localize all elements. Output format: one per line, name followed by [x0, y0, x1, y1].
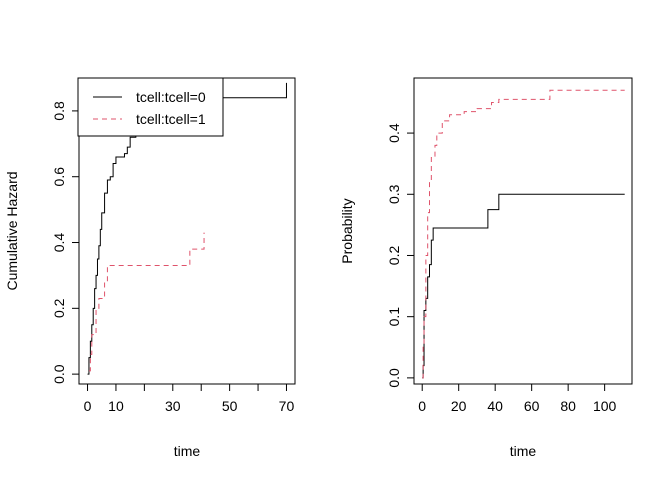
x-tick-label: 60 — [524, 398, 540, 414]
x-tick-label: 50 — [222, 398, 238, 414]
y-tick-label: 0.4 — [386, 123, 402, 143]
y-tick-label: 0.3 — [386, 184, 402, 204]
x-axis-label: time — [174, 443, 201, 459]
y-tick-label: 0.2 — [51, 298, 67, 318]
x-tick-label: 20 — [451, 398, 467, 414]
x-tick-label: 70 — [279, 398, 295, 414]
y-axis-label: Cumulative Hazard — [4, 171, 20, 290]
x-tick-label: 0 — [84, 398, 92, 414]
y-tick-label: 0.4 — [51, 233, 67, 253]
y-tick-label: 0.0 — [51, 364, 67, 384]
x-axis-label: time — [510, 443, 537, 459]
legend-label: tcell:tcell=1 — [136, 111, 206, 127]
y-tick-label: 0.0 — [386, 368, 402, 388]
legend-label: tcell:tcell=0 — [136, 89, 206, 105]
y-tick-label: 0.2 — [386, 246, 402, 266]
legend-box — [77, 77, 224, 137]
legend: tcell:tcell=0 tcell:tcell=1 — [77, 77, 224, 137]
x-tick-label: 80 — [560, 398, 576, 414]
y-tick-label: 0.1 — [386, 307, 402, 327]
y-tick-label: 0.6 — [51, 167, 67, 187]
x-tick-label: 100 — [593, 398, 617, 414]
x-tick-label: 0 — [418, 398, 426, 414]
plot-frame — [413, 77, 633, 385]
panel-1: 0 20 40 60 80 100 0.0 0.1 0.2 0.3 0.4 time Probabili… — [339, 77, 633, 459]
x-tick-label: 10 — [108, 398, 124, 414]
series-line-1 — [88, 232, 205, 372]
x-tick-label: 40 — [487, 398, 503, 414]
series-line-1 — [422, 89, 625, 379]
y-tick-label: 0.8 — [51, 101, 67, 121]
x-tick-label: 30 — [165, 398, 181, 414]
panel-0: 0 10 30 50 70 0.0 0.2 0.4 0.6 0.8 time Cumulative H… — [4, 77, 296, 459]
y-axis-label: Probability — [339, 198, 355, 263]
series-line-0 — [87, 82, 287, 375]
series-line-0 — [422, 193, 625, 379]
